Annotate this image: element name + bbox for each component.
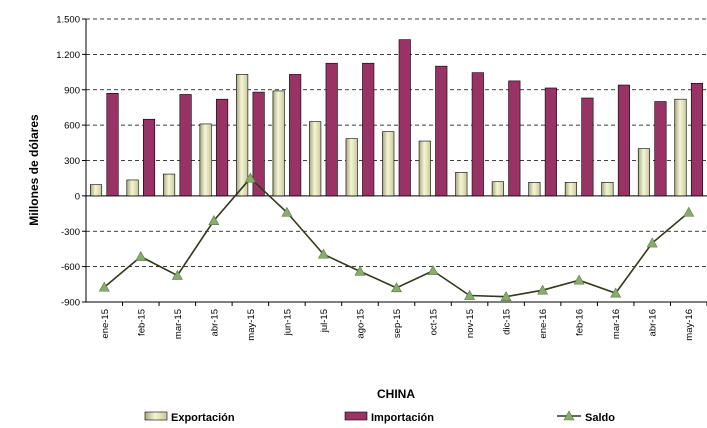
importacion-bar — [179, 94, 192, 197]
y-tick-label: 0 — [75, 191, 80, 202]
importacion-bar — [581, 97, 594, 197]
gridlines — [86, 18, 707, 268]
exportacion-bar — [674, 98, 687, 197]
x-tick-label: may-15 — [246, 309, 257, 341]
exportacion-bar — [272, 90, 285, 197]
axes — [82, 18, 707, 306]
saldo-marker — [610, 287, 622, 298]
x-tick-label: mar-16 — [611, 309, 622, 339]
importacion-bar — [106, 92, 119, 197]
importacion-bar — [325, 62, 338, 197]
legend-label-saldo: Saldo — [585, 412, 615, 424]
importacion-bar — [142, 118, 156, 197]
x-tick-label: dic-15 — [502, 309, 513, 335]
exportacion-bar — [455, 171, 468, 197]
importacion-bar — [398, 39, 411, 197]
legend-swatch-importacion — [344, 411, 368, 421]
bars — [89, 39, 704, 197]
x-tick-label: feb-16 — [575, 309, 586, 336]
x-tick-label: jun-15 — [282, 309, 293, 336]
y-tick-label: -900 — [61, 298, 80, 309]
x-tick-label: nov-15 — [465, 309, 476, 338]
importacion-bar — [654, 101, 667, 197]
saldo-marker — [427, 265, 439, 276]
importacion-bar — [252, 91, 265, 197]
importacion-bar — [471, 72, 484, 197]
legend-label-exportacion: Exportación — [171, 412, 235, 424]
saldo-marker — [135, 250, 147, 261]
exportacion-bar — [199, 123, 212, 197]
saldo-marker — [98, 281, 110, 292]
exportacion-bar — [601, 182, 614, 197]
importacion-bar — [435, 65, 448, 197]
exportacion-bar — [163, 173, 176, 197]
y-tick-label: -300 — [61, 227, 80, 238]
saldo-marker — [281, 206, 293, 217]
saldo-marker — [171, 269, 183, 280]
legend-swatch-exportacion — [144, 411, 168, 421]
x-tick-label: may-16 — [684, 309, 695, 341]
x-tick-label: mar-15 — [173, 309, 184, 339]
exportacion-bar — [564, 182, 577, 197]
exportacion-bar — [418, 140, 431, 197]
saldo-marker — [208, 215, 220, 225]
saldo-marker — [317, 248, 329, 259]
x-tick-label: sep-15 — [392, 309, 403, 338]
exportacion-bar — [345, 138, 358, 197]
exportacion-bar — [126, 179, 139, 197]
x-tick-label: abr-15 — [209, 309, 220, 336]
exportacion-bar — [528, 182, 541, 197]
exportacion-bar — [309, 121, 322, 197]
saldo-line — [98, 172, 695, 301]
exportacion-bar — [637, 148, 651, 197]
importacion-bar — [544, 87, 557, 197]
saldo-marker — [537, 284, 549, 295]
exportacion-bar — [89, 184, 103, 197]
saldo-marker — [500, 291, 512, 301]
importacion-bar — [690, 82, 704, 197]
saldo-marker — [573, 274, 585, 285]
y-tick-label: -600 — [61, 262, 80, 273]
legend: Exportación Importación Saldo — [144, 410, 615, 424]
importacion-bar — [289, 74, 302, 197]
saldo-marker — [464, 289, 476, 300]
importacion-bar — [362, 62, 375, 197]
y-tick-label: 1.200 — [56, 50, 80, 61]
saldo-marker — [244, 172, 256, 183]
x-tick-label: oct-15 — [429, 309, 440, 335]
y-axis-label: Millones de dólares — [27, 114, 41, 226]
saldo-marker — [646, 237, 658, 248]
x-tick-label: ene-15 — [100, 309, 111, 339]
x-tick-label: abr-16 — [648, 309, 659, 336]
y-tick-label: 900 — [64, 85, 80, 96]
y-tick-label: 600 — [64, 121, 80, 132]
legend-swatch-saldo-marker — [563, 410, 575, 421]
saldo-marker — [354, 265, 366, 276]
chart-title: CHINA — [377, 387, 415, 401]
legend-label-importacion: Importación — [371, 412, 434, 424]
x-tick-label: feb-15 — [136, 309, 147, 336]
importacion-bar — [617, 84, 630, 197]
saldo-marker — [683, 206, 695, 217]
saldo-marker — [390, 282, 403, 293]
y-tick-label: 1.500 — [56, 15, 80, 26]
x-tick-label: jul-15 — [319, 309, 330, 333]
exportacion-bar — [491, 181, 504, 197]
y-tick-label: 300 — [64, 156, 80, 167]
x-tick-label: ene-16 — [538, 309, 549, 339]
importacion-bar — [508, 80, 521, 197]
tick-labels: -900 -600 -300 0 300 600 900 1.200 1.500 ene-15 fe… — [56, 15, 695, 341]
x-tick-label: ago-15 — [355, 309, 366, 339]
exportacion-bar — [382, 131, 395, 197]
exportacion-bar — [236, 74, 249, 197]
importacion-bar — [216, 98, 229, 197]
